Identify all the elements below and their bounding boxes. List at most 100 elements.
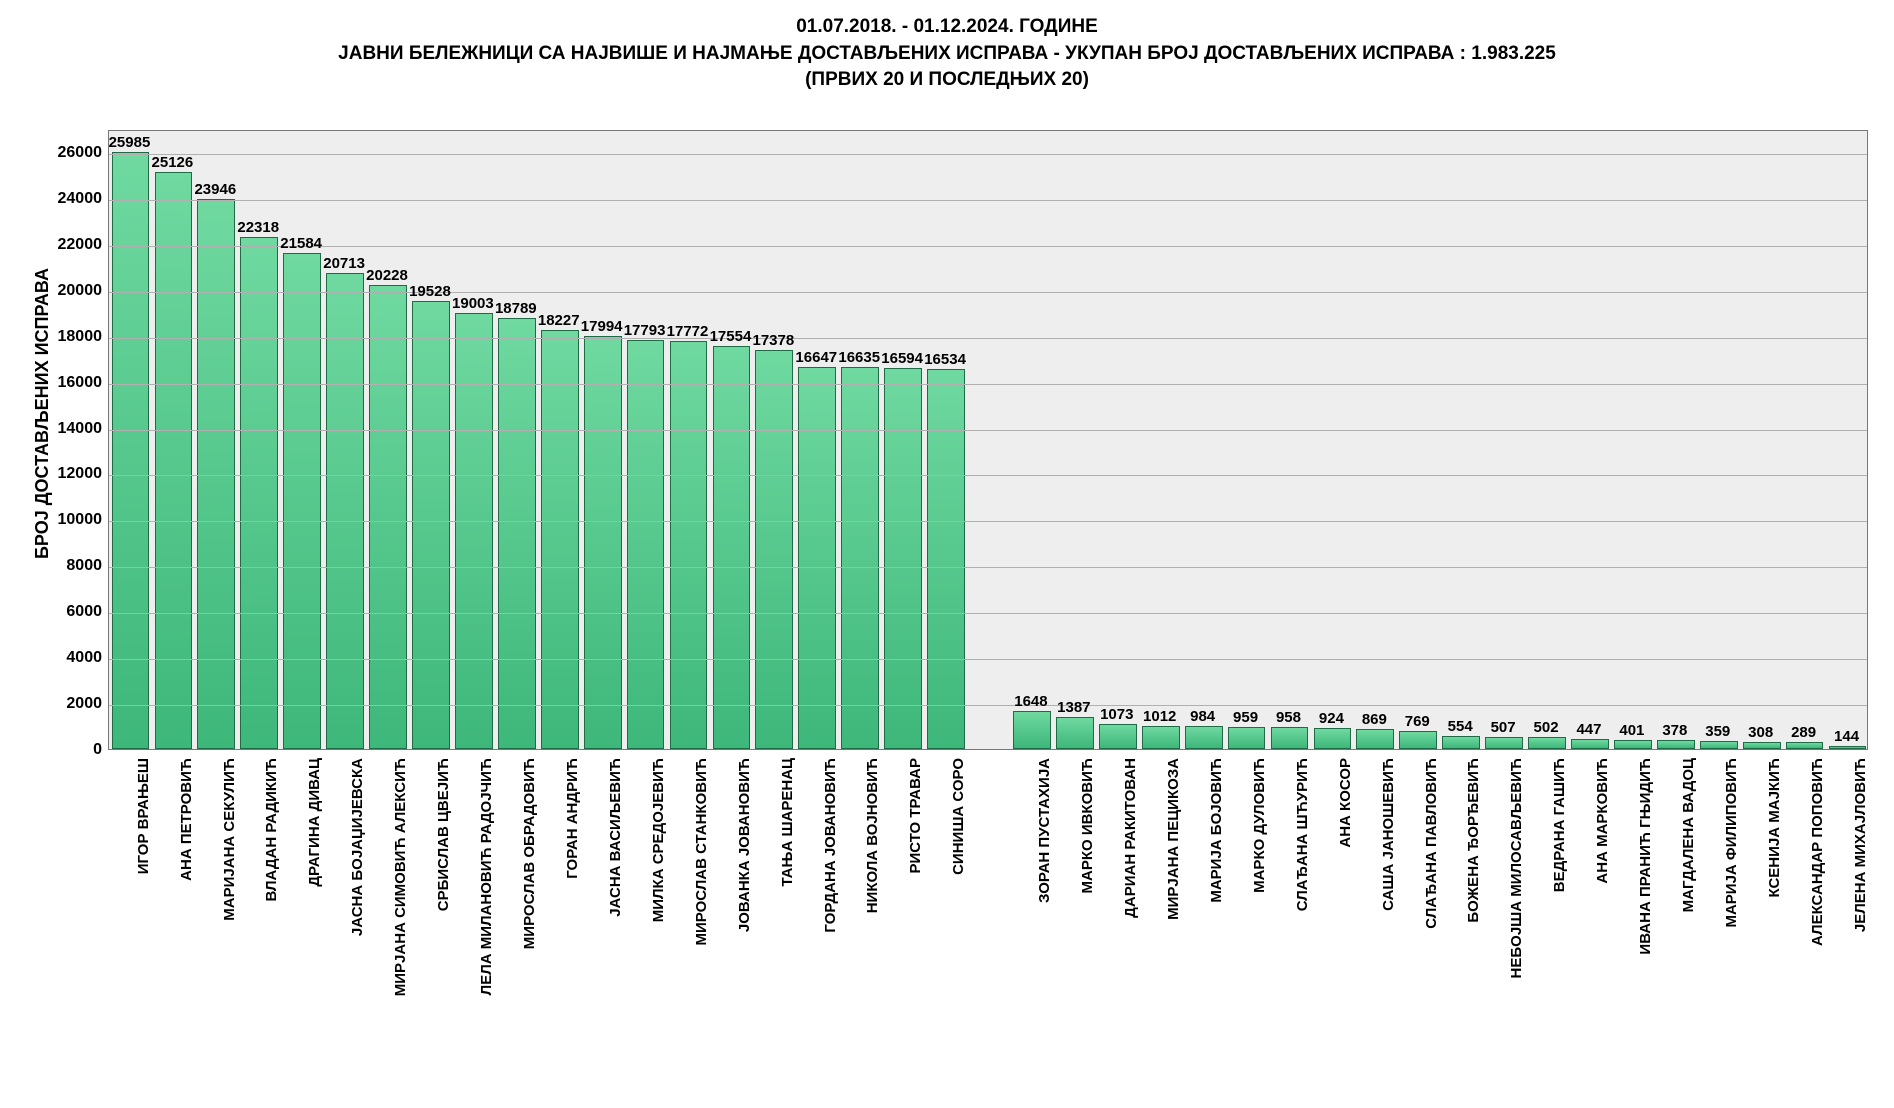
bar-value-label: 17772 — [667, 323, 709, 340]
gridline — [109, 521, 1867, 522]
x-category-label: МИРЈАНА СИМОВИЋ АЛЕКСИЋ — [392, 758, 409, 996]
x-category-label: ДАРИАН РАКИТОВАН — [1122, 758, 1139, 918]
x-category-label: ЈЕЛЕНА МИХАЈЛОВИЋ — [1852, 758, 1869, 932]
y-tick-label: 0 — [32, 741, 102, 759]
bar — [1185, 726, 1223, 749]
y-tick-label: 8000 — [32, 557, 102, 575]
bar-value-label: 507 — [1491, 719, 1516, 736]
bar — [1056, 717, 1094, 749]
bar — [197, 199, 235, 749]
y-tick-label: 6000 — [32, 603, 102, 621]
bar — [1013, 711, 1051, 749]
bar-value-label: 20228 — [366, 267, 408, 284]
gridline — [109, 659, 1867, 660]
x-category-label: МИРОСЛАВ СТАНКОВИЋ — [693, 758, 710, 945]
bar-value-label: 1648 — [1014, 693, 1047, 710]
x-category-label: СЛАЂАНА ШЋУРИЋ — [1294, 758, 1311, 911]
bar-value-label: 959 — [1233, 709, 1258, 726]
x-category-label: ЈОВАНКА ЈОВАНОВИЋ — [736, 758, 753, 932]
bar — [1356, 729, 1394, 749]
bar — [1614, 740, 1652, 749]
x-category-label: ЈАСНА БОЈАЏИЈЕВСКА — [349, 758, 366, 936]
y-tick-label: 14000 — [32, 420, 102, 438]
x-category-label: СРБИСЛАВ ЦВЕЈИЋ — [435, 758, 452, 911]
bar — [1228, 727, 1266, 749]
bar — [541, 330, 579, 749]
x-category-label: МИРОСЛАВ ОБРАДОВИЋ — [521, 758, 538, 949]
bar-value-label: 378 — [1662, 722, 1687, 739]
bar-value-label: 1012 — [1143, 708, 1176, 725]
x-category-label: АЛЕКСАНДАР ПОПОВИЋ — [1809, 758, 1826, 946]
bar-value-label: 22318 — [237, 219, 279, 236]
bar-value-label: 447 — [1576, 721, 1601, 738]
title-line-3: (ПРВИХ 20 И ПОСЛЕДЊИХ 20) — [0, 67, 1894, 94]
x-category-label: МАРИЈАНА СЕКУЛИЋ — [221, 758, 238, 921]
x-category-label: АНА ПЕТРОВИЋ — [178, 758, 195, 881]
x-category-label: НЕБОЈША МИЛОСАВЉЕВИЋ — [1508, 758, 1525, 978]
bar-value-label: 924 — [1319, 710, 1344, 727]
x-category-label: БОЖЕНА ЂОРЂЕВИЋ — [1465, 758, 1482, 923]
bar-value-label: 23946 — [194, 181, 236, 198]
y-tick-label: 16000 — [32, 374, 102, 392]
bar — [155, 172, 193, 749]
x-category-label: СЛАЂАНА ПАВЛОВИЋ — [1423, 758, 1440, 929]
bar — [369, 285, 407, 749]
x-category-label: ГОРАН АНДРИЋ — [564, 758, 581, 879]
x-category-label: МИРЈАНА ПЕЦИКОЗА — [1165, 758, 1182, 920]
title-line-2: ЈАВНИ БЕЛЕЖНИЦИ СА НАЈВИШЕ И НАЈМАЊЕ ДОС… — [0, 41, 1894, 68]
bar — [1657, 740, 1695, 749]
bar-value-label: 18227 — [538, 312, 580, 329]
bar — [670, 341, 708, 749]
bar-value-label: 769 — [1405, 713, 1430, 730]
bar-value-label: 18789 — [495, 300, 537, 317]
bar — [1099, 724, 1137, 749]
chart-container: 01.07.2018. - 01.12.2024. ГОДИНЕ ЈАВНИ Б… — [0, 0, 1894, 1108]
x-category-label: МАГДАЛЕНА ВАДОЦ — [1680, 758, 1697, 912]
y-tick-label: 26000 — [32, 144, 102, 162]
gridline — [109, 613, 1867, 614]
bar — [1399, 731, 1437, 749]
gridline — [109, 338, 1867, 339]
x-category-label: РИСТО ТРАВАР — [907, 758, 924, 873]
x-category-label: КСЕНИЈА МАЈКИЋ — [1766, 758, 1783, 897]
bar-value-label: 25985 — [109, 134, 151, 151]
bar — [1528, 737, 1566, 749]
bar-value-label: 1387 — [1057, 699, 1090, 716]
x-category-label: ИВАНА ПРАНИЋ ГЊИДИЋ — [1637, 758, 1654, 955]
bar-value-label: 16534 — [924, 351, 966, 368]
gridline — [109, 475, 1867, 476]
bar — [1571, 739, 1609, 749]
bar-value-label: 25126 — [152, 154, 194, 171]
bar-value-label: 554 — [1448, 718, 1473, 735]
gridline — [109, 705, 1867, 706]
bar-value-label: 984 — [1190, 708, 1215, 725]
x-category-label: МИЛКА СРЕДОЈЕВИЋ — [650, 758, 667, 922]
bar-value-label: 16594 — [881, 350, 923, 367]
bar-value-label: 19003 — [452, 295, 494, 312]
bar — [1142, 726, 1180, 749]
x-category-label: НИКОЛА ВОЈНОВИЋ — [864, 758, 881, 913]
bar-value-label: 308 — [1748, 724, 1773, 741]
x-category-label: ВЛАДАН РАДИКИЋ — [263, 758, 280, 902]
bar — [412, 301, 450, 749]
gridline — [109, 567, 1867, 568]
y-tick-label: 20000 — [32, 282, 102, 300]
bar-value-label: 289 — [1791, 724, 1816, 741]
bar-value-label: 502 — [1534, 719, 1559, 736]
bar — [326, 273, 364, 749]
bar-value-label: 19528 — [409, 283, 451, 300]
bar — [1485, 737, 1523, 749]
bar — [283, 253, 321, 749]
title-line-1: 01.07.2018. - 01.12.2024. ГОДИНЕ — [0, 14, 1894, 41]
y-tick-label: 22000 — [32, 236, 102, 254]
x-category-label: ЈАСНА ВАСИЉЕВИЋ — [607, 758, 624, 917]
bar — [455, 313, 493, 749]
bar — [713, 346, 751, 749]
bar — [1829, 746, 1867, 749]
bar — [627, 340, 665, 749]
bar — [884, 368, 922, 749]
x-category-label: ЛЕЛА МИЛАНОВИЋ РАДОЈЧИЋ — [478, 758, 495, 995]
x-category-label: СИНИША СОРО — [950, 758, 967, 875]
gridline — [109, 384, 1867, 385]
bar-value-label: 17994 — [581, 318, 623, 335]
